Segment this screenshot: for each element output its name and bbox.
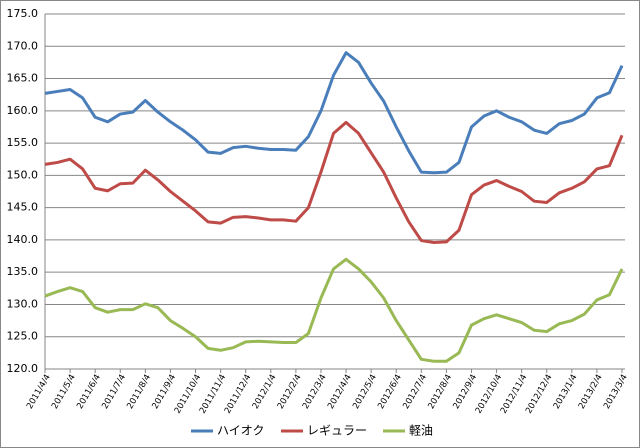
y-tick-label: 170.0 — [7, 39, 39, 52]
y-tick-label: 175.0 — [7, 7, 39, 20]
legend-label: 軽油 — [409, 424, 433, 438]
y-tick-label: 155.0 — [7, 136, 39, 149]
series-line — [44, 257, 624, 363]
y-tick-label: 125.0 — [7, 330, 39, 343]
series-line — [44, 51, 624, 175]
y-tick-label: 150.0 — [7, 168, 39, 181]
series-line — [44, 120, 624, 244]
y-tick-label: 160.0 — [7, 104, 39, 117]
y-tick-label: 135.0 — [7, 265, 39, 278]
y-tick-label: 130.0 — [7, 297, 39, 310]
y-tick-label: 140.0 — [7, 233, 39, 246]
legend-label: レギュラー — [307, 424, 367, 438]
y-tick-label: 165.0 — [7, 72, 39, 85]
y-tick-label: 120.0 — [7, 362, 39, 375]
y-tick-label: 145.0 — [7, 201, 39, 214]
legend-label: ハイオク — [217, 424, 265, 438]
